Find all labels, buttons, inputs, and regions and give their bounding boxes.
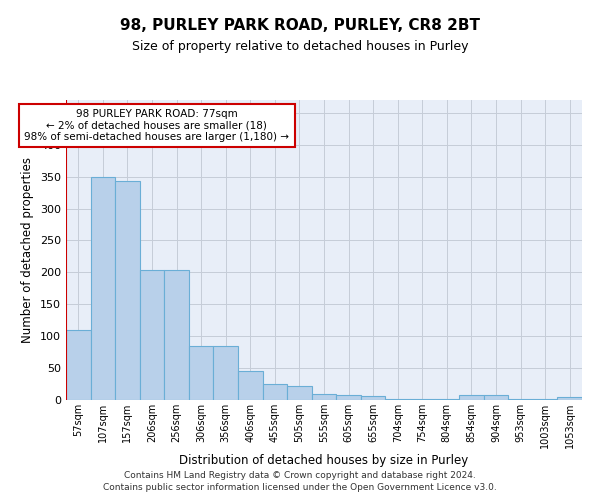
Text: 98, PURLEY PARK ROAD, PURLEY, CR8 2BT: 98, PURLEY PARK ROAD, PURLEY, CR8 2BT [120,18,480,32]
Bar [115,181,140,400]
Bar [189,346,214,400]
Y-axis label: Number of detached properties: Number of detached properties [22,157,34,343]
Bar [214,346,238,400]
Bar [508,398,533,400]
Bar [459,395,484,400]
Bar [385,398,410,400]
Bar [91,176,115,400]
Bar [263,384,287,400]
Bar [238,370,263,400]
Bar [140,270,164,400]
Bar [557,397,582,400]
Bar [434,398,459,400]
X-axis label: Distribution of detached houses by size in Purley: Distribution of detached houses by size … [179,454,469,466]
Text: 98 PURLEY PARK ROAD: 77sqm
← 2% of detached houses are smaller (18)
98% of semi-: 98 PURLEY PARK ROAD: 77sqm ← 2% of detac… [25,109,289,142]
Text: Size of property relative to detached houses in Purley: Size of property relative to detached ho… [132,40,468,53]
Text: Contains HM Land Registry data © Crown copyright and database right 2024.
Contai: Contains HM Land Registry data © Crown c… [103,471,497,492]
Bar [287,386,312,400]
Bar [533,398,557,400]
Bar [66,330,91,400]
Bar [484,395,508,400]
Bar [361,396,385,400]
Bar [410,398,434,400]
Bar [336,395,361,400]
Bar [312,394,336,400]
Bar [164,270,189,400]
